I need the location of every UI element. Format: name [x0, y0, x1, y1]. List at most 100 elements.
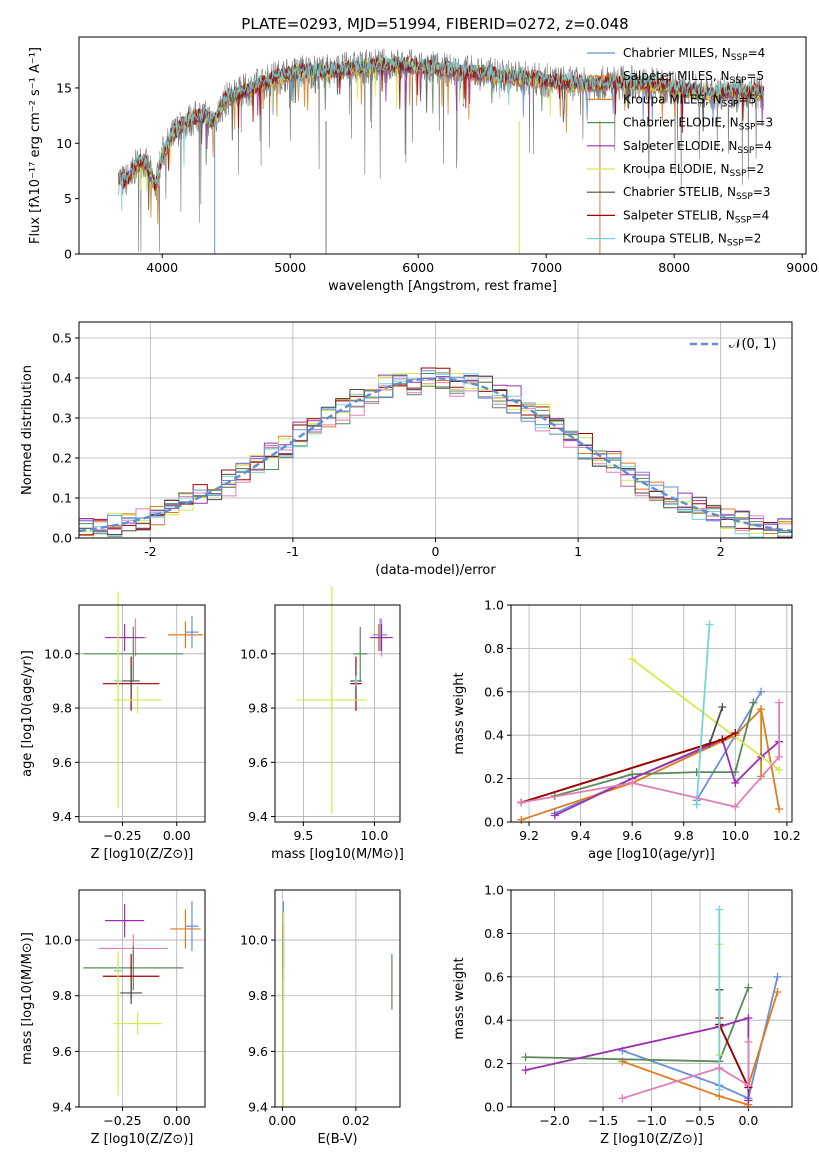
legend-entry: Chabrier STELIB, NSSP=3: [623, 185, 771, 202]
axes-frame: [510, 604, 793, 823]
y-tick-label: 0.8: [484, 641, 504, 656]
weight-point: [744, 1014, 753, 1023]
weight-point: [731, 778, 740, 787]
chart-mass-vs-Z: −0.25 0.00 9.4 9.6 9.8 10.0 Z [log10(Z/Z⊙)] mas…: [20, 889, 206, 1147]
x-tick-label: 2: [717, 544, 725, 559]
x-tick-label: −0.5: [685, 1113, 715, 1128]
legend-entry: Chabrier MILES, NSSP=4: [623, 46, 765, 63]
weight-point: [744, 983, 753, 992]
legend-entry: Chabrier ELODIE, NSSP=3: [623, 116, 773, 133]
histogram-9: [79, 370, 792, 533]
y-tick-label: 9.6: [248, 755, 268, 770]
y-axis-label: Flux [fλ10⁻¹⁷ erg cm⁻² s⁻¹ A⁻¹]: [28, 47, 43, 244]
weight-line-3: [525, 987, 750, 1063]
y-tick-label: 10: [56, 136, 72, 151]
y-tick-label: 9.8: [248, 701, 268, 716]
x-tick-label: 9.6: [622, 828, 642, 843]
weight-line-5: [554, 738, 780, 817]
y-tick-label: 9.8: [52, 988, 72, 1003]
y-tick-label: 0.5: [52, 331, 72, 346]
weight-point: [775, 698, 784, 707]
y-tick-label: 9.4: [248, 1100, 268, 1115]
y-axis-label: Normed distribution: [20, 365, 35, 495]
x-tick-label: −1.0: [636, 1113, 666, 1128]
x-tick-label: 0.00: [163, 828, 191, 843]
model-spectrum-9: [118, 55, 765, 211]
weight-line-8: [521, 732, 736, 804]
y-tick-label: 9.8: [52, 701, 72, 716]
x-axis-label: wavelength [Angstrom, rest frame]: [328, 279, 557, 294]
y-tick-label: 10.0: [44, 646, 72, 661]
x-axis-label: (data-model)/error: [375, 563, 496, 578]
y-tick-label: 0.2: [52, 451, 72, 466]
weight-point: [692, 800, 701, 809]
y-tick-label: 0.1: [52, 491, 72, 506]
x-tick-label: −2.0: [539, 1113, 569, 1128]
weight-point: [550, 811, 559, 820]
figure-title: PLATE=0293, MJD=51994, FIBERID=0272, z=0…: [241, 15, 628, 33]
legend-entry: 𝒩(0, 1): [729, 337, 776, 352]
weight-point: [705, 620, 714, 629]
x-tick-label: 7000: [530, 260, 562, 275]
weight-line-9: [695, 624, 711, 805]
axes-frame: [78, 604, 206, 823]
x-tick-label: 5000: [274, 260, 306, 275]
weight-point: [517, 798, 526, 807]
chart-residuals: -2 -1 0 1 2 0.0 0.1 0.2 0.3 0.4 0.5 (data-model)/er…: [20, 321, 793, 578]
chart-spectrum: 4000 5000 6000 7000 8000 9000 0 5 10 15 wavelength…: [28, 36, 818, 294]
x-tick-label: 0: [432, 544, 440, 559]
y-axis-label: age [log10(age/yr)]: [20, 650, 35, 777]
y-axis-label: mass weight: [452, 672, 467, 754]
weight-point: [749, 698, 758, 707]
weight-point: [618, 1094, 627, 1103]
x-tick-label: 8000: [658, 260, 690, 275]
x-tick-label: 0.00: [163, 1113, 191, 1128]
y-tick-label: 9.4: [248, 809, 268, 824]
chart-weight-vs-age: 9.2 9.4 9.6 9.8 10.0 10.2 0.0 0.2 0.4 0.6 0.8 1.0 ag…: [452, 598, 801, 863]
x-tick-label: 9.8: [674, 828, 694, 843]
x-axis-label: mass [log10(M/M⊙)]: [271, 847, 404, 862]
weight-point: [628, 655, 637, 664]
x-axis-label: E(B-V): [317, 1132, 357, 1147]
y-tick-label: 15: [56, 80, 72, 95]
weight-point: [757, 687, 766, 696]
x-tick-label: 9.5: [293, 828, 313, 843]
weight-line-9: [622, 1041, 750, 1100]
x-tick-label: 4000: [146, 260, 178, 275]
weight-point: [517, 815, 526, 824]
y-tick-label: 0.6: [484, 969, 504, 984]
weight-point: [775, 804, 784, 813]
y-tick-label: 0.6: [484, 684, 504, 699]
weight-point: [715, 905, 724, 914]
weight-point: [731, 729, 740, 738]
axes-frame: [274, 604, 401, 823]
axes-frame: [78, 889, 206, 1108]
legend-entry: Salpeter MILES, NSSP=5: [623, 69, 764, 86]
weight-line-1: [554, 691, 762, 815]
weight-point: [775, 765, 784, 774]
weight-point: [773, 972, 782, 981]
x-tick-label: 0.02: [342, 1113, 370, 1128]
y-tick-label: 5: [64, 191, 72, 206]
y-tick-label: 10.0: [240, 933, 268, 948]
x-tick-label: -2: [144, 544, 156, 559]
y-tick-label: 10.0: [44, 933, 72, 948]
y-tick-label: 0.4: [484, 728, 504, 743]
weight-point: [521, 1066, 530, 1075]
x-axis-label: Z [log10(Z/Z⊙)]: [600, 1132, 703, 1147]
weight-point: [757, 705, 766, 714]
axes-frame: [274, 889, 401, 1108]
weight-point: [744, 1037, 753, 1046]
y-tick-label: 0.0: [484, 815, 504, 830]
weight-point: [744, 1081, 753, 1090]
x-axis-label: age [log10(age/yr)]: [588, 847, 715, 862]
legend-entry: Salpeter ELODIE, NSSP=4: [623, 139, 772, 156]
x-tick-label: −0.25: [103, 828, 141, 843]
legend-entry: Kroupa ELODIE, NSSP=2: [623, 162, 764, 179]
y-tick-label: 0: [64, 247, 72, 262]
y-tick-label: 9.4: [52, 809, 72, 824]
y-axis-label: mass weight: [452, 957, 467, 1039]
legend-entry: Kroupa MILES, NSSP=5: [623, 92, 756, 109]
weight-line-6: [631, 658, 780, 771]
y-tick-label: 9.4: [52, 1100, 72, 1115]
